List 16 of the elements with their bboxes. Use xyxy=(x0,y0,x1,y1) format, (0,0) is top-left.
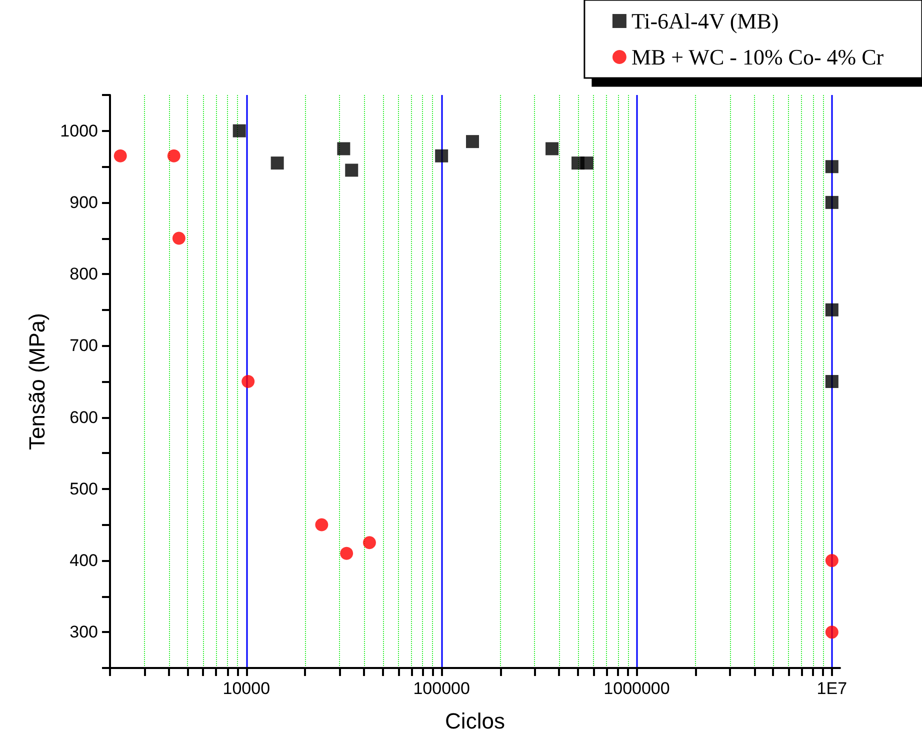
x-tick-label: 10000 xyxy=(222,679,270,698)
x-tick-label: 1000000 xyxy=(604,679,670,698)
x-axis-title: Ciclos xyxy=(445,708,505,734)
y-tick-label: 600 xyxy=(70,408,98,427)
legend-label: MB + WC - 10% Co- 4% Cr xyxy=(631,44,884,70)
y-tick-label: 900 xyxy=(70,192,98,212)
x-tick-label: 1E7 xyxy=(816,679,848,698)
y-tick-label: 700 xyxy=(70,336,98,356)
y-tick-label: 1000 xyxy=(60,121,98,140)
x-tick-label: 100000 xyxy=(413,679,470,698)
y-axis-title: Tensão (MPa) xyxy=(24,313,50,450)
y-tick-label: 400 xyxy=(70,551,98,570)
y-tick-label: 500 xyxy=(70,479,98,498)
y-tick-label: 800 xyxy=(70,264,98,284)
y-tick-label: 300 xyxy=(70,622,98,642)
legend-label: Ti-6Al-4V (MB) xyxy=(631,8,779,34)
